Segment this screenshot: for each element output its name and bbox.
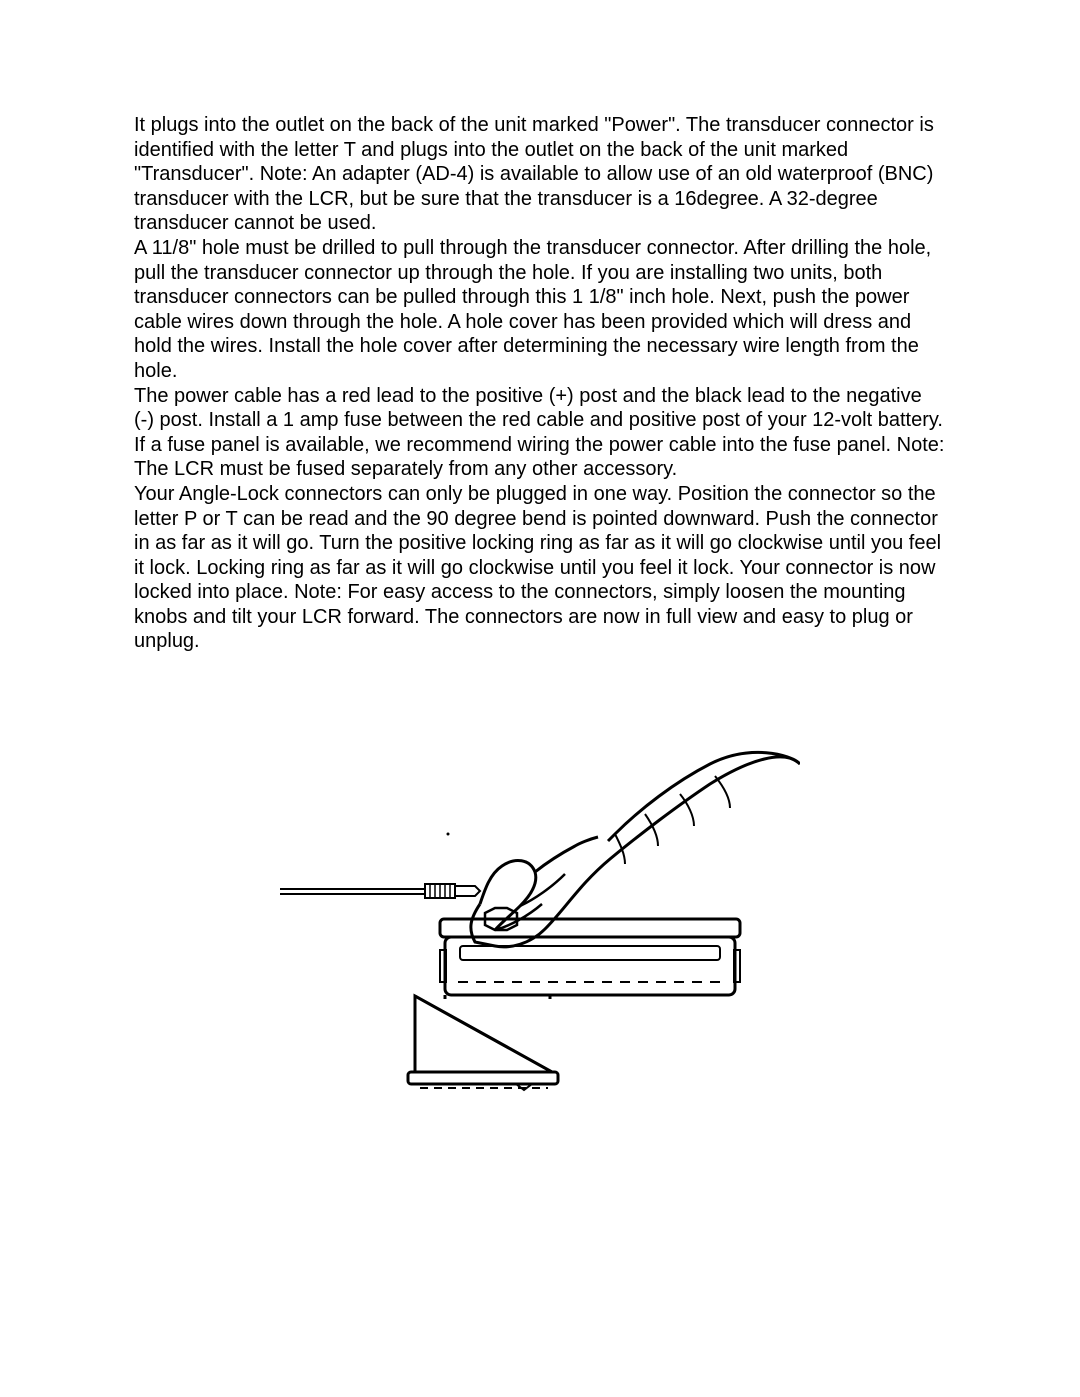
figure-container xyxy=(134,694,946,1094)
connector-hand-illustration-icon xyxy=(280,694,800,1094)
paragraph-3: The power cable has a red lead to the po… xyxy=(134,384,946,433)
paragraph-5: Your Angle-Lock connectors can only be p… xyxy=(134,482,946,654)
paragraph-1: It plugs into the outlet on the back of … xyxy=(134,113,946,236)
document-page: It plugs into the outlet on the back of … xyxy=(0,0,1080,1397)
paragraph-4: If a fuse panel is available, we recomme… xyxy=(134,433,946,482)
paragraph-2: A 11/8" hole must be drilled to pull thr… xyxy=(134,236,946,384)
